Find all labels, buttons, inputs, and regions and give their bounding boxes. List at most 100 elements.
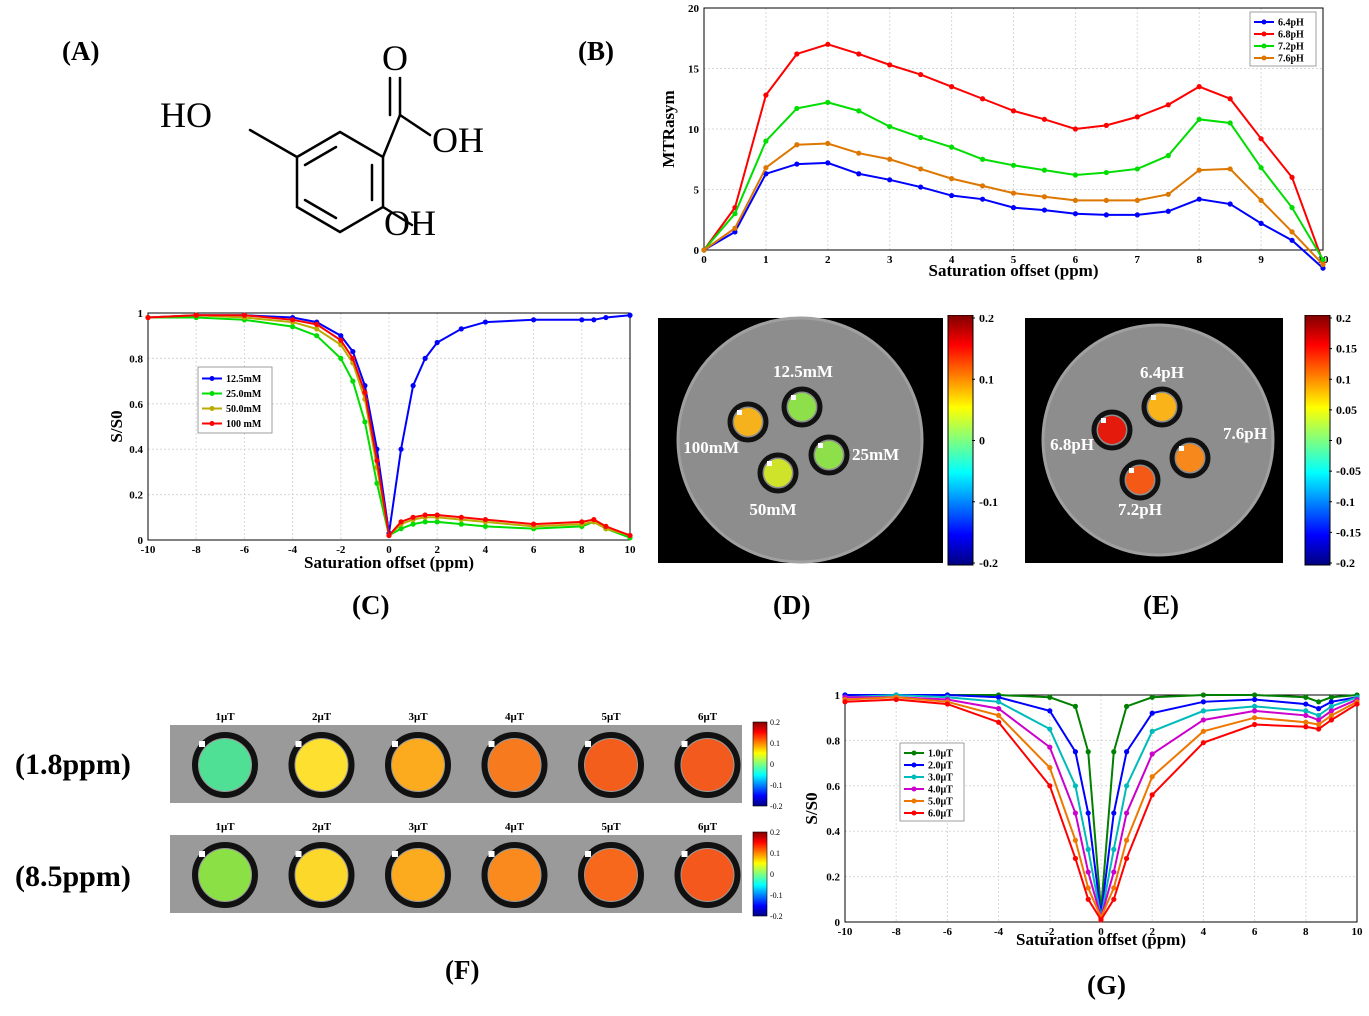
phantom-map-d: 12.5mM 100mM 25mM 50mM 0.2 0.1 0 -0.1 -0.2: [658, 315, 998, 570]
data-point: [1258, 220, 1264, 226]
x-tick-label: -4: [994, 926, 1004, 938]
vial-fill: [585, 849, 637, 901]
mini-colorbar-label: -0.2: [770, 912, 783, 921]
data-point: [338, 355, 344, 361]
data-point: [603, 523, 609, 529]
data-point: [458, 514, 464, 520]
data-point: [1124, 837, 1130, 843]
x-axis-label: Saturation offset (ppm): [929, 261, 1099, 280]
data-point: [1165, 153, 1171, 159]
data-point: [1316, 717, 1322, 723]
series-line-0: [703, 161, 1324, 269]
data-point: [1227, 120, 1233, 126]
vial-fill: [392, 739, 444, 791]
vial-fill: [295, 849, 348, 901]
data-point: [996, 712, 1002, 719]
x-tick-label: -8: [192, 544, 202, 556]
data-point: [1124, 783, 1130, 789]
x-tick-label: 0: [386, 544, 392, 556]
x-tick-label: -10: [838, 926, 853, 938]
vial-glint: [1129, 468, 1134, 473]
data-point: [918, 134, 924, 141]
molecule-ho-label: HO: [160, 95, 212, 135]
legend-marker: [209, 421, 215, 426]
mini-colorbar-label: 0.1: [770, 849, 780, 858]
data-point: [1200, 699, 1206, 705]
mini-colorbar-label: 0: [770, 760, 774, 769]
data-point: [949, 144, 955, 150]
colorbar-tick-label: -0.2: [979, 556, 998, 570]
colorbar-tick-label: 0.15: [1336, 342, 1357, 356]
data-point: [482, 523, 488, 529]
mini-colorbar-label: 0.2: [770, 718, 780, 727]
x-tick-label: -4: [288, 544, 298, 556]
legend-label: 1.0μT: [928, 749, 953, 760]
data-point: [794, 105, 800, 112]
row-label-1-8ppm: (1.8ppm): [15, 748, 131, 781]
y-tick-label: 0.8: [129, 353, 143, 365]
data-point: [1289, 237, 1295, 243]
legend-marker: [1261, 55, 1267, 61]
vial-glint: [1151, 395, 1156, 400]
x-tick-label: 6: [1252, 926, 1258, 938]
data-point: [374, 480, 380, 486]
mini-colorbar: [752, 831, 768, 917]
data-point: [422, 512, 428, 518]
data-point: [482, 319, 488, 325]
y-tick-label: 1: [138, 308, 144, 320]
data-point: [979, 156, 986, 162]
y-tick-label: 0: [835, 917, 841, 929]
data-point: [1328, 708, 1334, 714]
phantom-map-e: 6.4pH 7.6pH 6.8pH 7.2pH 0.2 0.15 0.1 0.05 0 -0.0…: [1025, 315, 1361, 570]
field-label: 4μT: [505, 821, 525, 833]
data-point: [1289, 205, 1295, 211]
vial-glint: [585, 851, 591, 857]
data-point: [362, 389, 368, 396]
field-label: 2μT: [312, 711, 332, 723]
data-point: [1149, 751, 1155, 757]
data-point: [825, 160, 831, 166]
data-point: [979, 96, 986, 102]
colorbar-tick-label: -0.1: [979, 495, 998, 509]
x-tick-label: 9: [1258, 254, 1264, 266]
data-point: [1047, 765, 1053, 771]
mini-colorbar-label: 0.1: [770, 739, 780, 748]
data-point: [422, 355, 428, 361]
vial-ring: [1169, 437, 1211, 479]
data-point: [1196, 116, 1202, 122]
data-point: [856, 171, 862, 177]
data-point: [763, 138, 769, 144]
vial-ring: [1091, 409, 1133, 451]
data-point: [1085, 896, 1091, 902]
colorbar-tick-label: -0.05: [1336, 464, 1361, 478]
chart-b: 01234567891005101520Saturation offset (p…: [659, 3, 1329, 280]
data-point: [1085, 869, 1091, 875]
colorbar-tick-label: 0.1: [1336, 372, 1351, 386]
data-point: [1010, 205, 1017, 211]
data-point: [1200, 740, 1206, 746]
data-point: [627, 532, 633, 539]
data-point: [1316, 721, 1322, 728]
panel-label-c: (C): [352, 590, 390, 620]
data-point: [1134, 114, 1140, 120]
data-point: [1041, 207, 1048, 213]
mini-colorbar-label: -0.1: [770, 891, 783, 900]
legend-label: 3.0μT: [928, 773, 953, 784]
legend-label: 5.0μT: [928, 797, 953, 808]
vial-fill: [199, 739, 251, 791]
data-point: [1010, 162, 1017, 168]
panel-label-d: (D): [773, 590, 811, 620]
x-tick-label: -2: [1045, 926, 1055, 938]
vial-glint: [818, 443, 823, 448]
x-tick-label: 0: [701, 254, 707, 266]
legend-label: 4.0μT: [928, 785, 953, 796]
data-point: [763, 92, 769, 98]
data-point: [1111, 885, 1117, 891]
y-tick-label: 0.2: [826, 872, 840, 884]
mini-colorbar-label: 0.2: [770, 828, 780, 837]
x-tick-label: 3: [887, 254, 893, 266]
vial-ring: [192, 732, 258, 798]
data-point: [1072, 126, 1078, 132]
mini-colorbar-label: 0: [770, 870, 774, 879]
vial-fill: [392, 849, 444, 901]
